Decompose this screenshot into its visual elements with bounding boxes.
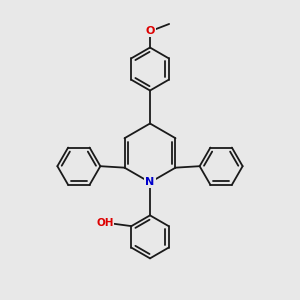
Text: O: O <box>145 26 155 36</box>
Text: OH: OH <box>96 218 114 228</box>
Text: N: N <box>146 177 154 188</box>
